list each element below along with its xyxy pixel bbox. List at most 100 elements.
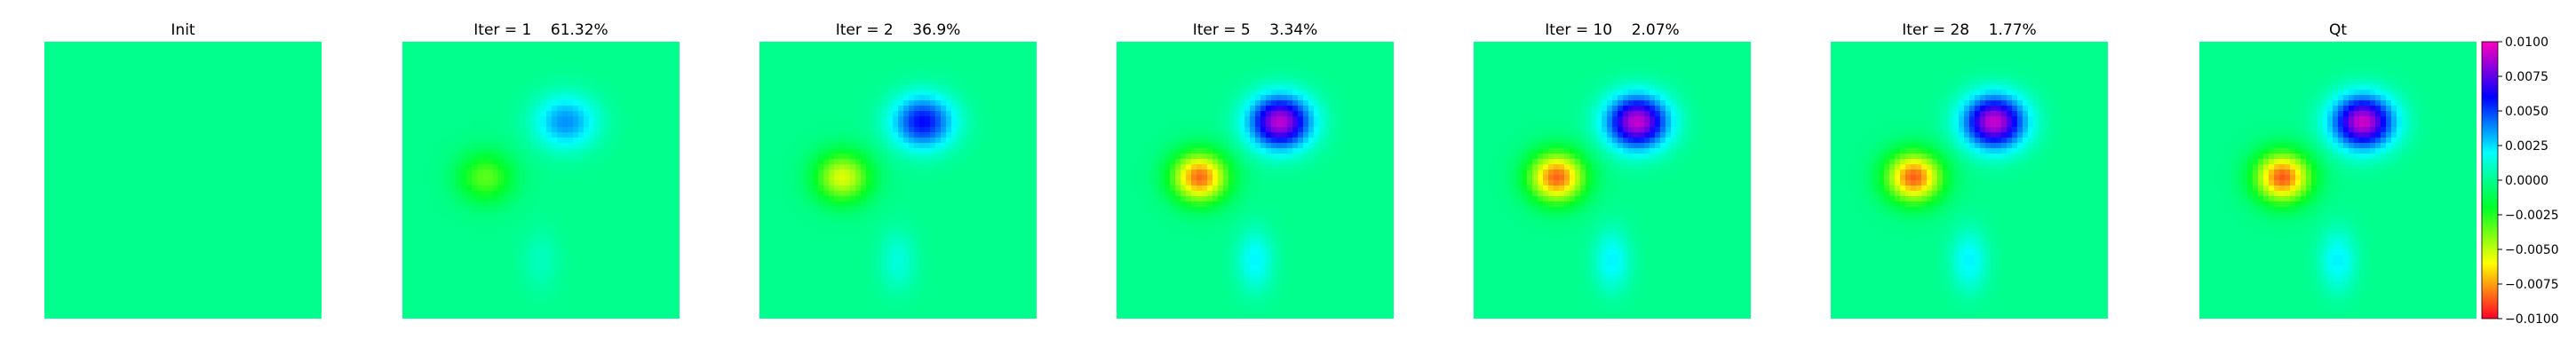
heatmap-cell: [669, 42, 675, 48]
heatmap-cell: [418, 260, 425, 266]
heatmap-cell: [621, 90, 627, 96]
heatmap-cell: [162, 207, 168, 213]
heatmap-cell: [140, 175, 147, 181]
heatmap-cell: [172, 42, 179, 48]
heatmap-cell: [316, 201, 322, 208]
heatmap-cell: [525, 212, 531, 218]
heatmap-cell: [514, 122, 521, 128]
heatmap-cell: [589, 42, 595, 48]
heatmap-panel-init: [44, 42, 322, 319]
heatmap-cell: [653, 175, 659, 181]
heatmap-cell: [252, 74, 258, 80]
heatmap-cell: [268, 47, 274, 53]
heatmap-cell: [183, 292, 189, 298]
heatmap-cell: [472, 249, 478, 256]
heatmap-cell: [632, 132, 638, 138]
heatmap-cell: [92, 58, 99, 64]
heatmap-cell: [135, 260, 141, 266]
heatmap-cell: [541, 127, 547, 133]
heatmap-cell: [424, 271, 430, 277]
heatmap-cell: [274, 47, 280, 53]
heatmap-cell: [172, 271, 179, 277]
heatmap-cell: [151, 212, 157, 218]
heatmap-cell: [530, 100, 537, 106]
heatmap-cell: [514, 223, 521, 229]
heatmap-cell: [295, 100, 301, 106]
heatmap-cell: [50, 297, 56, 304]
heatmap-cell: [632, 249, 638, 256]
heatmap-cell: [172, 303, 179, 309]
heatmap-cell: [488, 68, 494, 75]
heatmap-cell: [108, 276, 115, 282]
heatmap-cell: [151, 217, 157, 224]
heatmap-cell: [140, 122, 147, 128]
heatmap-cell: [135, 52, 141, 59]
heatmap-cell: [76, 68, 83, 75]
heatmap-cell: [226, 63, 232, 69]
panel-title-init: Init: [171, 21, 195, 39]
heatmap-cell: [274, 95, 280, 101]
heatmap-cell: [231, 106, 237, 112]
heatmap-cell: [509, 249, 515, 256]
heatmap-cell: [621, 201, 627, 208]
heatmap-cell: [82, 207, 88, 213]
heatmap-cell: [274, 111, 280, 117]
heatmap-cell: [167, 127, 173, 133]
heatmap-cell: [488, 260, 494, 266]
heatmap-cell: [103, 308, 109, 314]
heatmap-cell: [498, 180, 505, 186]
heatmap-cell: [226, 106, 232, 112]
heatmap-cell: [461, 228, 467, 234]
heatmap-cell: [55, 228, 61, 234]
heatmap-cell: [268, 52, 274, 59]
heatmap-cell: [610, 138, 616, 144]
heatmap-cell: [482, 249, 489, 256]
heatmap-cell: [429, 244, 435, 250]
heatmap-cell: [151, 249, 157, 256]
heatmap-cell: [167, 122, 173, 128]
heatmap-cell: [466, 154, 473, 160]
heatmap-cell: [300, 127, 306, 133]
heatmap-cell: [114, 74, 120, 80]
heatmap-cell: [140, 116, 147, 122]
heatmap-cell: [135, 175, 141, 181]
heatmap-cell: [525, 159, 531, 165]
heatmap-cell: [92, 185, 99, 192]
heatmap-cell: [504, 175, 510, 181]
heatmap-cell: [477, 143, 483, 149]
heatmap-cell: [231, 159, 237, 165]
heatmap-cell: [130, 143, 136, 149]
heatmap-cell: [445, 244, 451, 250]
heatmap-cell: [247, 223, 253, 229]
heatmap-cell: [156, 154, 163, 160]
heatmap-cell: [194, 154, 200, 160]
heatmap-cell: [279, 175, 285, 181]
heatmap-cell: [648, 164, 654, 170]
heatmap-cell: [541, 122, 547, 128]
heatmap-cell: [594, 148, 600, 154]
heatmap-cell: [274, 116, 280, 122]
heatmap-cell: [664, 228, 670, 234]
heatmap-cell: [316, 52, 322, 59]
heatmap-cell: [418, 164, 425, 170]
heatmap-cell: [258, 159, 264, 165]
heatmap-cell: [594, 47, 600, 53]
heatmap-cell: [290, 170, 296, 176]
heatmap-cell: [493, 249, 499, 256]
heatmap-cell: [488, 212, 494, 218]
heatmap-cell: [103, 164, 109, 170]
heatmap-cell: [594, 217, 600, 224]
heatmap-cell: [103, 95, 109, 101]
heatmap-cell: [204, 122, 211, 128]
heatmap-cell: [114, 106, 120, 112]
heatmap-cell: [509, 148, 515, 154]
heatmap-cell: [194, 116, 200, 122]
heatmap-cell: [71, 228, 77, 234]
heatmap-cell: [66, 228, 72, 234]
heatmap-cell: [658, 217, 664, 224]
heatmap-cell: [247, 239, 253, 245]
heatmap-cell: [50, 260, 56, 266]
heatmap-cell: [557, 154, 563, 160]
heatmap-cell: [215, 63, 221, 69]
heatmap-cell: [220, 180, 227, 186]
